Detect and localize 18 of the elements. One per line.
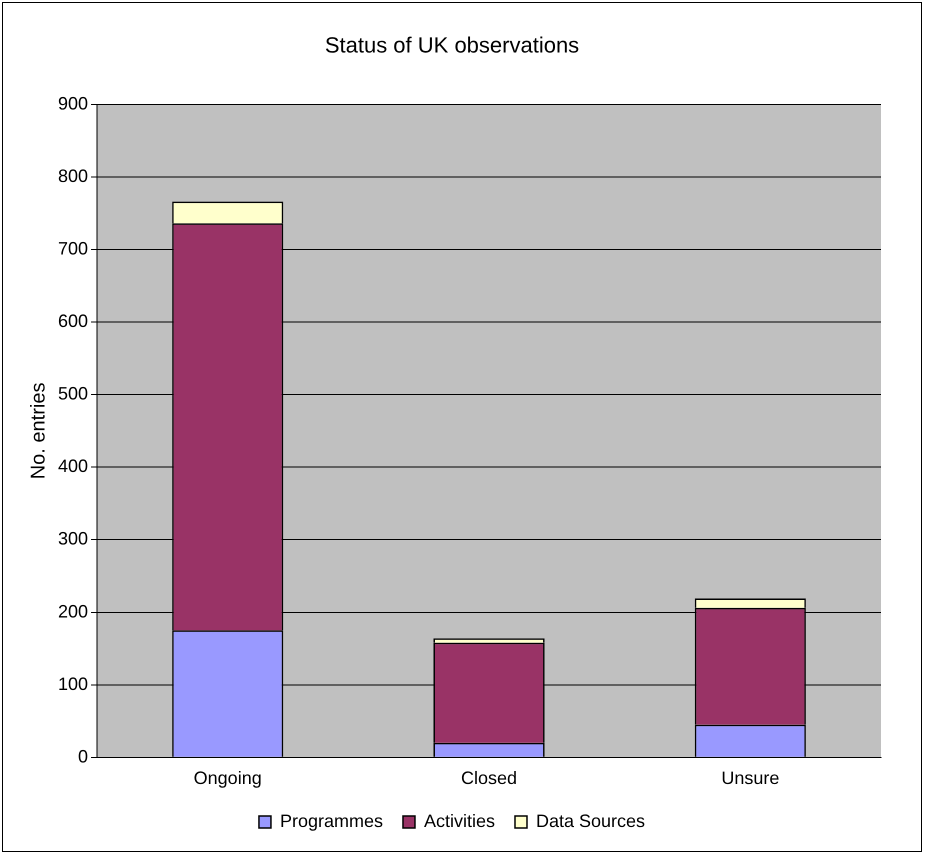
legend-label: Data Sources (536, 810, 646, 831)
y-tick-label: 0 (78, 746, 88, 766)
y-tick-label: 200 (58, 601, 88, 622)
y-tick-label: 800 (58, 166, 88, 186)
x-tick-label: Ongoing (194, 768, 262, 788)
chart-title: Status of UK observations (324, 32, 580, 58)
y-tick-label: 900 (58, 93, 88, 114)
x-tick-label: Closed (461, 768, 518, 788)
legend-label: Activities (424, 810, 495, 831)
y-tick-label: 300 (58, 528, 88, 549)
y-tick-label: 100 (58, 674, 88, 694)
x-tick-label: Unsure (721, 768, 780, 788)
legend-label: Programmes (280, 810, 383, 831)
y-axis-title: No. entries (28, 382, 50, 480)
y-tick-label: 600 (58, 311, 88, 332)
y-tick-label: 500 (58, 384, 88, 404)
y-tick-label: 700 (58, 238, 88, 258)
y-tick-label: 400 (58, 456, 88, 476)
